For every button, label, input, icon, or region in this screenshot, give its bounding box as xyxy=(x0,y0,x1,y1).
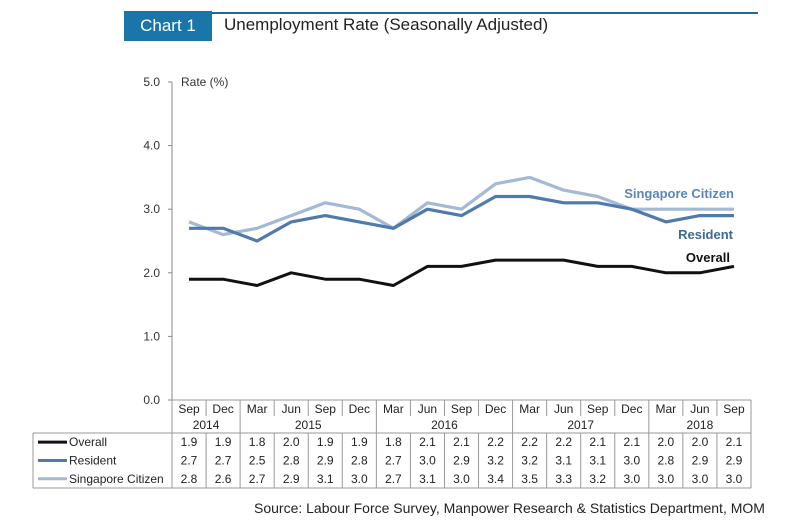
data-label: 2.6 xyxy=(215,472,232,486)
x-tick-label: Sep xyxy=(178,402,200,416)
data-label: 3.1 xyxy=(419,472,436,486)
x-tick-label: Dec xyxy=(621,402,642,416)
data-label: 2.7 xyxy=(181,453,198,467)
data-label: 3.4 xyxy=(487,472,504,486)
data-label: 3.0 xyxy=(726,472,743,486)
data-label: 2.8 xyxy=(181,472,198,486)
x-tick-label: Dec xyxy=(349,402,370,416)
header-rule xyxy=(212,12,758,14)
y-tick-label: 2.0 xyxy=(143,266,160,280)
data-label: 2.2 xyxy=(521,435,538,449)
x-tick-label: Dec xyxy=(212,402,233,416)
data-label: 2.7 xyxy=(215,453,232,467)
x-tick-label: Jun xyxy=(690,402,709,416)
x-tick-label: Mar xyxy=(247,402,268,416)
data-label: 2.1 xyxy=(589,435,606,449)
data-label: 3.1 xyxy=(589,453,606,467)
data-label: 3.0 xyxy=(351,472,368,486)
data-label: 2.8 xyxy=(283,453,300,467)
data-label: 2.0 xyxy=(692,435,709,449)
series-line-citizen xyxy=(188,175,734,237)
x-year-label: 2016 xyxy=(431,418,458,432)
data-label: 3.0 xyxy=(453,472,470,486)
series-line-resident xyxy=(189,194,734,243)
data-label: 2.7 xyxy=(249,472,266,486)
x-tick-label: Sep xyxy=(723,402,745,416)
x-year-label: 2014 xyxy=(193,418,220,432)
y-tick-label: 5.0 xyxy=(143,75,160,89)
legend-label: Singapore Citizen xyxy=(69,472,164,486)
data-label: 3.2 xyxy=(521,453,538,467)
chart-number-tag: Chart 1 xyxy=(124,11,212,41)
data-label: 1.9 xyxy=(181,435,198,449)
data-label: 2.2 xyxy=(487,435,504,449)
data-label: 3.1 xyxy=(317,472,334,486)
x-tick-label: Mar xyxy=(383,402,404,416)
x-tick-label: Mar xyxy=(656,402,677,416)
data-label: 3.2 xyxy=(589,472,606,486)
data-label: 3.5 xyxy=(521,472,538,486)
data-label: 2.9 xyxy=(283,472,300,486)
data-label: 2.9 xyxy=(726,453,743,467)
data-label: 2.9 xyxy=(453,453,470,467)
data-label: 2.7 xyxy=(385,472,402,486)
data-label: 3.0 xyxy=(658,472,675,486)
data-label: 1.9 xyxy=(215,435,232,449)
chart-title: Unemployment Rate (Seasonally Adjusted) xyxy=(224,15,549,34)
data-label: 3.0 xyxy=(692,472,709,486)
data-label: 2.2 xyxy=(555,435,572,449)
y-tick-label: 1.0 xyxy=(143,329,160,343)
x-tick-label: Jun xyxy=(554,402,573,416)
data-label: 2.1 xyxy=(453,435,470,449)
data-label: 1.8 xyxy=(249,435,266,449)
x-tick-label: Mar xyxy=(519,402,540,416)
x-tick-label: Sep xyxy=(315,402,337,416)
data-label: 2.1 xyxy=(726,435,743,449)
label-singapore-citizen: Singapore Citizen xyxy=(624,186,734,201)
data-label: 3.0 xyxy=(419,453,436,467)
data-label: 1.9 xyxy=(317,435,334,449)
data-label: 2.9 xyxy=(692,453,709,467)
x-tick-label: Jun xyxy=(282,402,301,416)
data-label: 2.8 xyxy=(351,453,368,467)
x-tick-label: Sep xyxy=(587,402,609,416)
data-label: 2.0 xyxy=(658,435,675,449)
y-tick-label: 4.0 xyxy=(143,139,160,153)
x-tick-label: Dec xyxy=(485,402,506,416)
y-axis-label: Rate (%) xyxy=(181,75,228,89)
y-tick-label: 3.0 xyxy=(143,202,160,216)
data-label: 3.0 xyxy=(623,453,640,467)
data-label: 2.8 xyxy=(658,453,675,467)
data-label: 2.5 xyxy=(249,453,266,467)
data-label: 3.2 xyxy=(487,453,504,467)
x-tick-label: Sep xyxy=(451,402,473,416)
data-label: 2.1 xyxy=(623,435,640,449)
data-label: 3.0 xyxy=(623,472,640,486)
legend-label: Overall xyxy=(69,435,107,449)
legend-label: Resident xyxy=(69,453,117,467)
data-label: 2.9 xyxy=(317,453,334,467)
label-resident: Resident xyxy=(678,227,734,242)
x-year-label: 2018 xyxy=(687,418,714,432)
data-label: 2.0 xyxy=(283,435,300,449)
data-label: 3.3 xyxy=(555,472,572,486)
data-label: 2.1 xyxy=(419,435,436,449)
series-line-overall xyxy=(189,258,735,287)
data-label: 1.8 xyxy=(385,435,402,449)
data-label: 2.7 xyxy=(385,453,402,467)
source-note: Source: Labour Force Survey, Manpower Re… xyxy=(254,500,765,516)
data-label: 3.1 xyxy=(555,453,572,467)
y-tick-label: 0.0 xyxy=(143,393,160,407)
data-label: 1.9 xyxy=(351,435,368,449)
x-year-label: 2015 xyxy=(295,418,322,432)
label-overall: Overall xyxy=(686,250,730,265)
x-year-label: 2017 xyxy=(567,418,594,432)
x-tick-label: Jun xyxy=(418,402,437,416)
